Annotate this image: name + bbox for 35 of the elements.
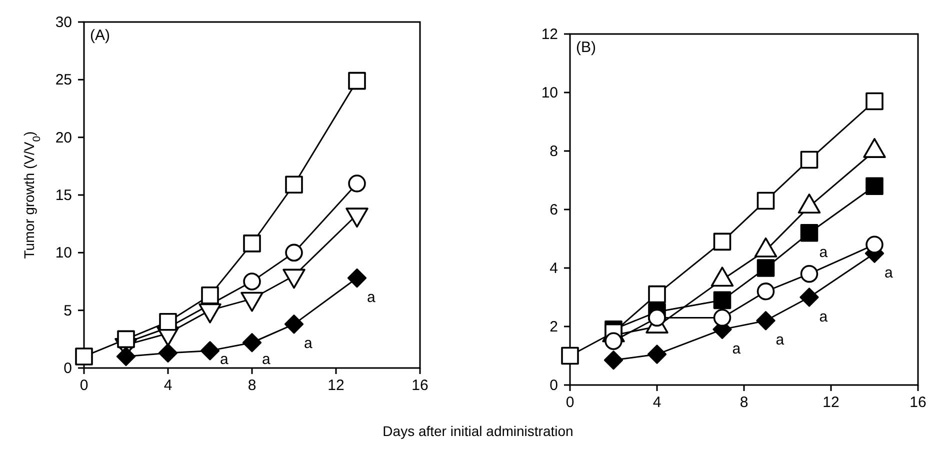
x-tick-label: 12	[328, 377, 344, 394]
annotation: a	[819, 244, 828, 261]
y-tick-label: 8	[550, 143, 558, 160]
annotation: a	[262, 351, 271, 368]
x-tick-label: 4	[652, 394, 662, 411]
annotation: a	[819, 308, 828, 326]
annotation: a	[367, 289, 376, 306]
y-tick-label: 0	[64, 360, 72, 377]
y-tick-label: 2	[550, 318, 558, 336]
chart-title: (A)	[90, 27, 110, 44]
annotation: a	[304, 335, 313, 352]
x-tick-label: 16	[910, 394, 926, 411]
x-tick-label: 0	[80, 377, 88, 394]
x-tick-label: 8	[248, 377, 256, 394]
annotation: a	[220, 351, 229, 368]
x-tick-label: 0	[566, 394, 574, 411]
chart-title: (B)	[576, 39, 596, 56]
x-tick-label: 8	[740, 394, 748, 411]
annotation: a	[884, 264, 894, 282]
annotation: a	[776, 332, 785, 349]
x-tick-label: 16	[412, 377, 428, 394]
y-tick-label: 4	[550, 260, 558, 277]
y-tick-label: 5	[64, 302, 72, 320]
y-tick-label: 6	[550, 202, 558, 218]
y-tick-label: 10	[541, 84, 558, 102]
y-tick-label: 15	[55, 187, 72, 204]
y-tick-label: 12	[541, 26, 558, 43]
y-tick-label: 10	[55, 244, 72, 262]
x-tick-label: 12	[822, 394, 840, 411]
y-tick-label: 25	[55, 72, 72, 89]
y-tick-label: 20	[55, 129, 72, 146]
annotation: a	[732, 340, 742, 358]
x-axis-title: Days after initial administration	[382, 423, 574, 439]
x-tick-label: 4	[164, 377, 172, 394]
y-tick-label: 30	[55, 14, 72, 31]
